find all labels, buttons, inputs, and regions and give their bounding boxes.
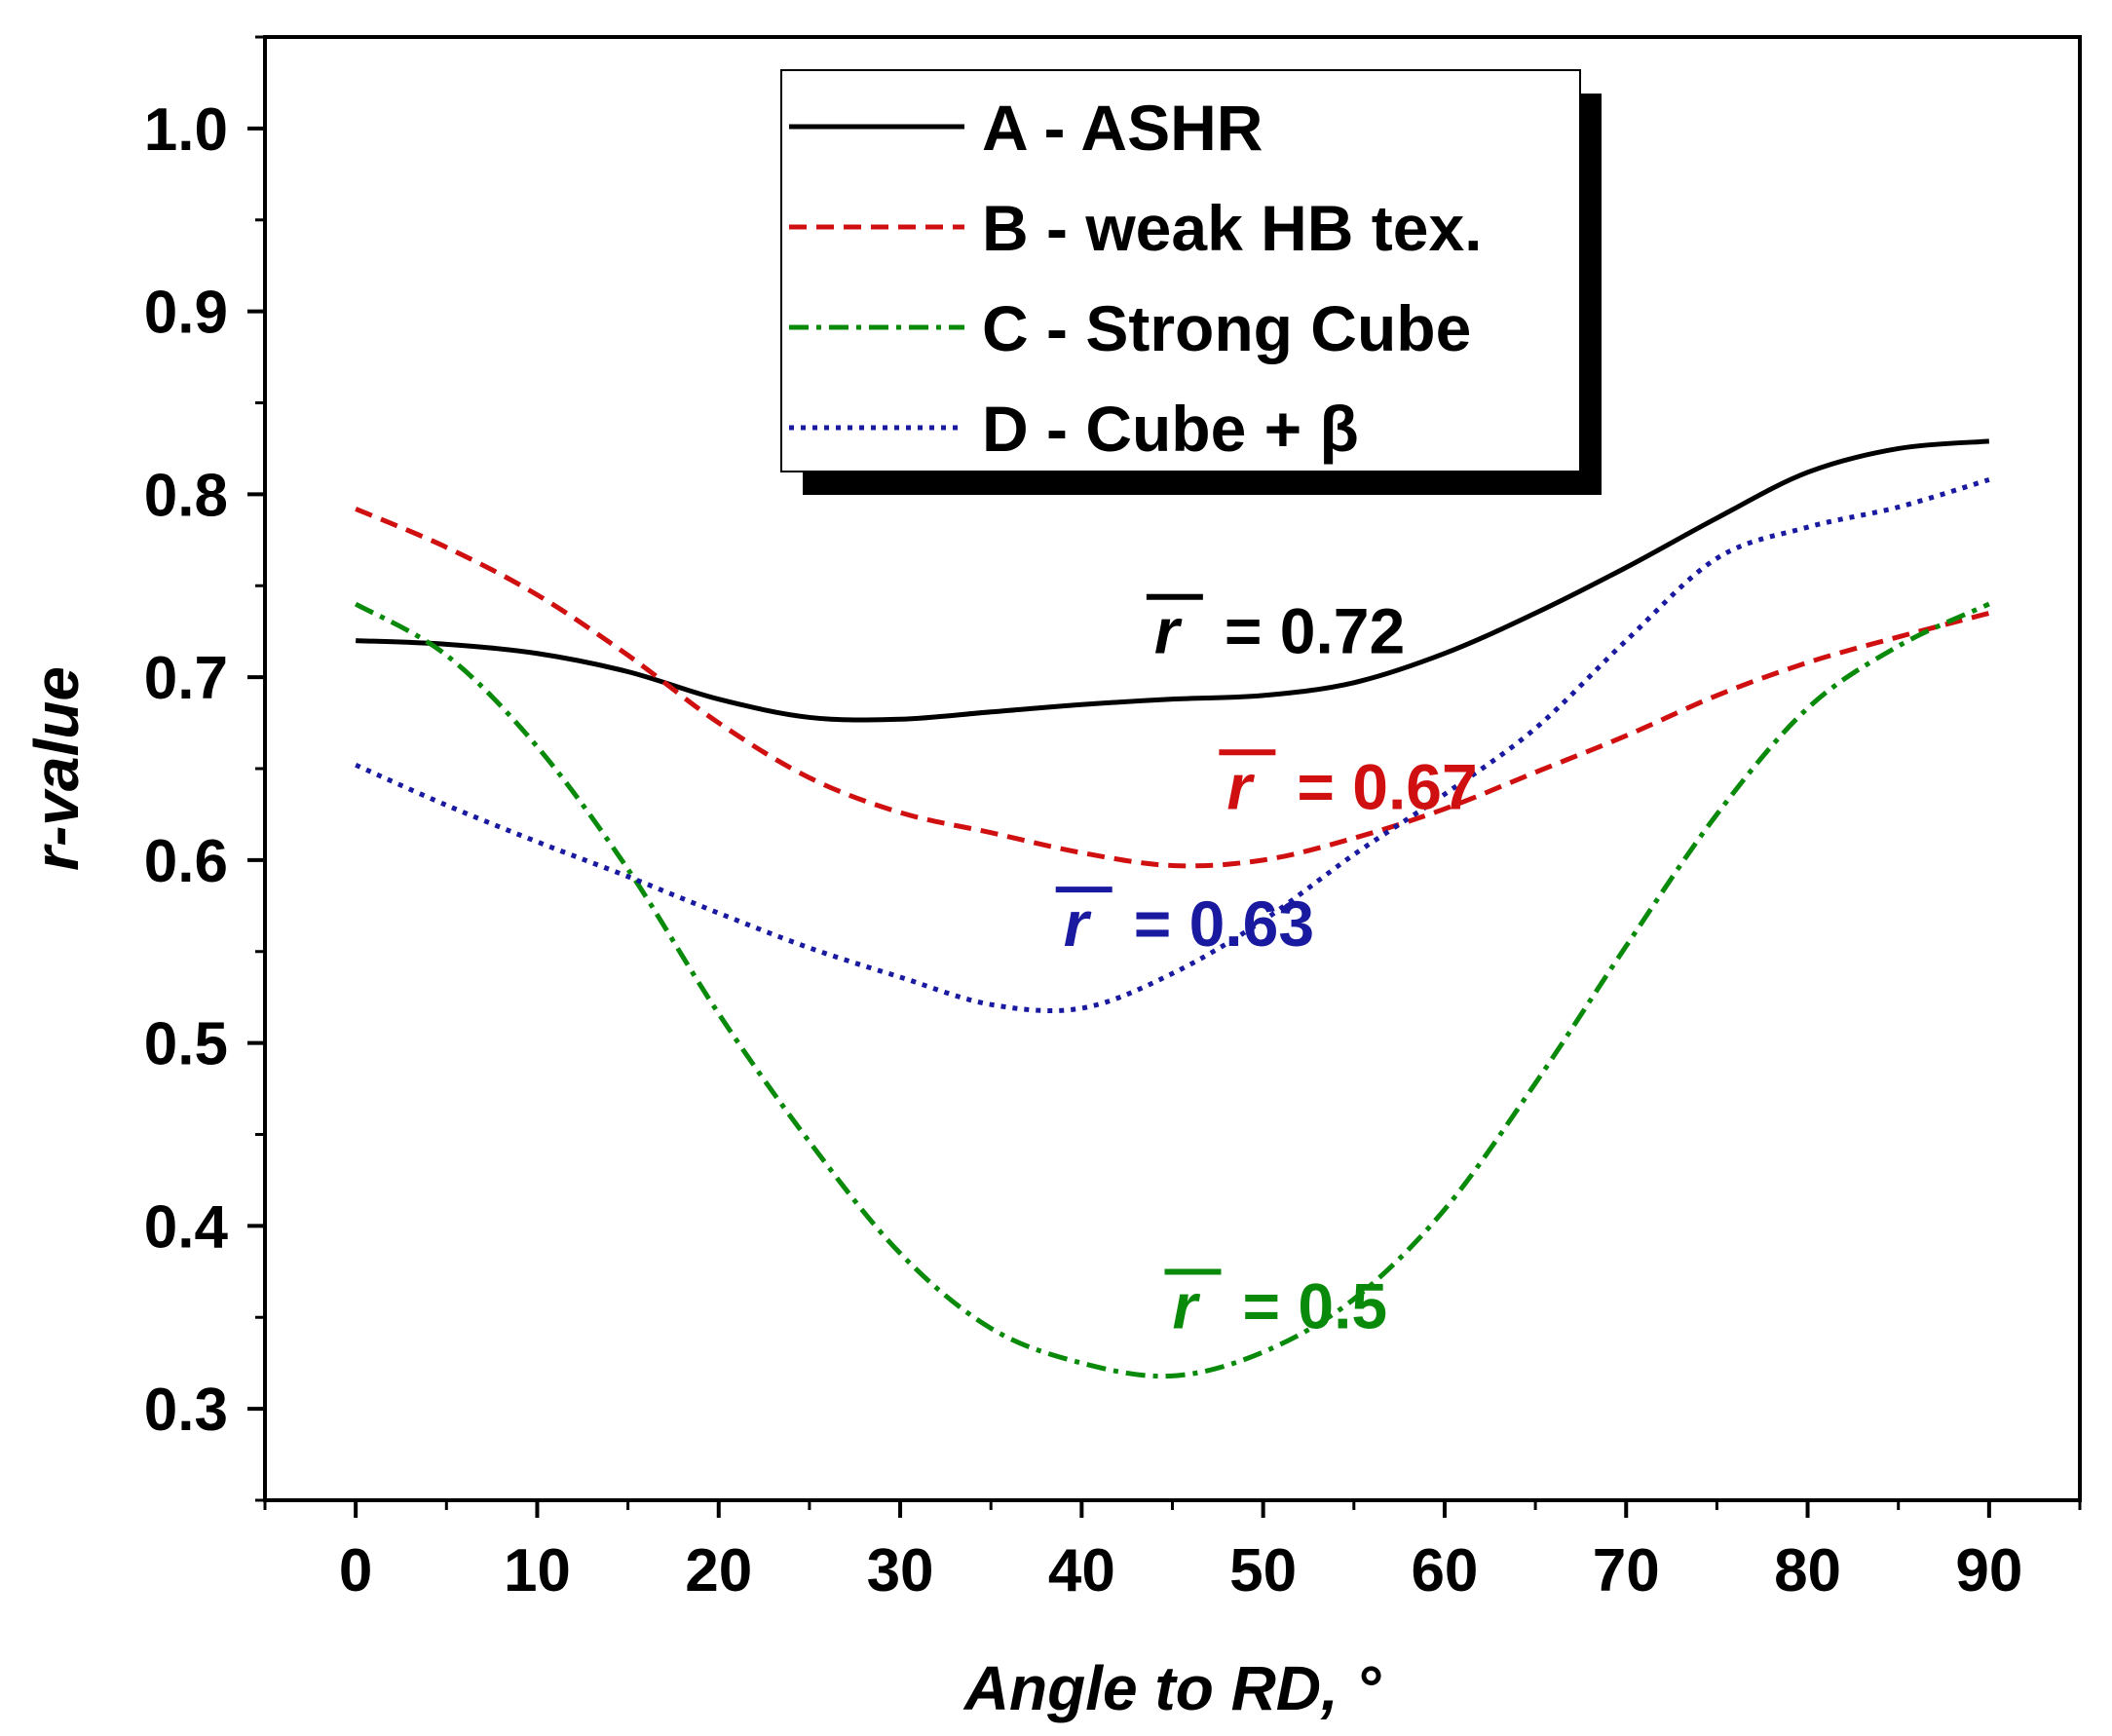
x-tick-label: 40: [1048, 1537, 1115, 1604]
r-symbol: r: [1173, 1270, 1201, 1342]
y-tick-label: 0.4: [144, 1193, 229, 1261]
x-tick-label: 70: [1593, 1537, 1660, 1604]
axes: 0 10 20 30 40 50 60 70 80 90 0.3 0.4 0.5 0.6 0.7 0.8 0.9…: [21, 35, 2082, 1723]
r-symbol: r: [1226, 750, 1255, 822]
x-tick-label: 20: [685, 1537, 752, 1604]
x-tick-label: 30: [867, 1537, 934, 1604]
y-tick-label: 0.9: [144, 280, 228, 347]
y-tick-label: 0.6: [144, 828, 228, 895]
r-value-text: = 0.72: [1225, 595, 1405, 667]
legend-label: D - Cube + β: [982, 393, 1359, 465]
x-tick-label: 10: [504, 1537, 571, 1604]
mean-r-label: r = 0.67: [1219, 749, 1478, 822]
x-tick-label: 0: [339, 1537, 372, 1604]
legend-box: [780, 69, 1581, 472]
series-line-c: [354, 601, 1990, 1379]
r-symbol: r: [1064, 887, 1092, 960]
r-value-text: = 0.67: [1297, 750, 1477, 822]
legend-label: A - ASHR: [982, 92, 1263, 164]
mean-r-label: r = 0.5: [1164, 1268, 1388, 1342]
y-tick-label: 0.5: [144, 1011, 228, 1078]
series-line-d: [355, 476, 1990, 1013]
y-tick-label: 0.7: [144, 645, 228, 712]
mean-r-label: r = 0.63: [1055, 887, 1314, 960]
r-value-text: = 0.5: [1243, 1270, 1388, 1342]
series-group: [354, 438, 1990, 1379]
y-tick-label: 1.0: [144, 96, 228, 164]
legend-label: C - Strong Cube: [982, 292, 1471, 364]
legend: A - ASHR B - weak HB tex. C - Strong Cube D…: [780, 69, 1602, 495]
y-tick-label: 0.8: [144, 462, 228, 529]
x-tick-label: 60: [1411, 1537, 1478, 1604]
r-symbol: r: [1154, 595, 1183, 667]
y-axis-title: r-value: [21, 666, 92, 871]
x-tick-label: 80: [1774, 1537, 1841, 1604]
annotation-group: r = 0.72 r = 0.67 r = 0.63 r = 0.5: [1055, 593, 1478, 1342]
mean-r-label: r = 0.72: [1146, 593, 1405, 667]
x-tick-label: 50: [1229, 1537, 1297, 1604]
y-tick-label: 0.3: [144, 1377, 228, 1444]
series-line-b: [355, 507, 1990, 869]
legend-label: B - weak HB tex.: [982, 192, 1483, 264]
series-line-a: [356, 438, 1990, 723]
r-value-text: = 0.63: [1134, 887, 1314, 960]
x-axis-title: Angle to RD, °: [962, 1653, 1381, 1723]
x-tick-label: 90: [1955, 1537, 2022, 1604]
